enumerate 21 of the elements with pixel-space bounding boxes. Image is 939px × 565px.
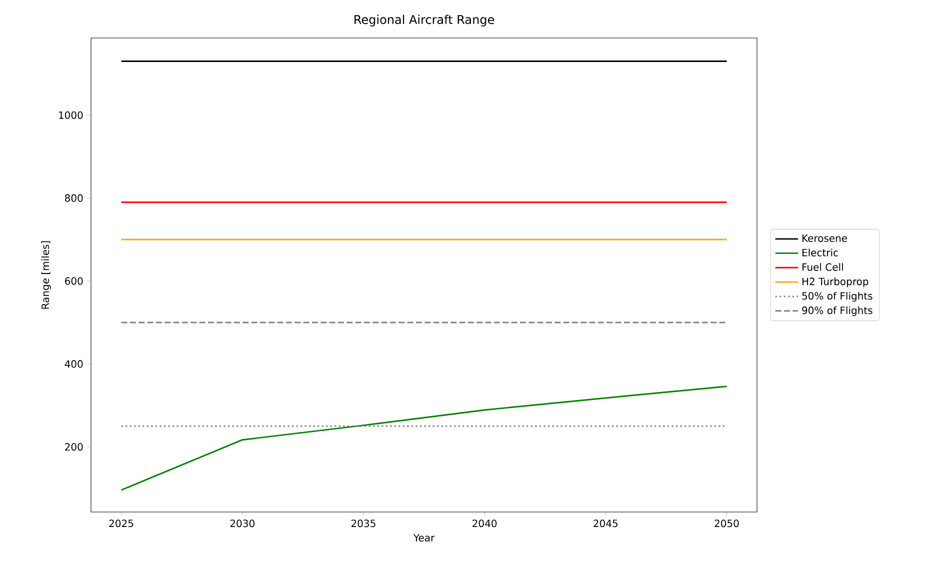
x-tick-label: 2050 [714,520,739,528]
line-series [120,386,728,491]
legend-label: Electric [802,248,838,256]
y-axis-title: Range [miles] [41,241,52,309]
y-tick-label: 600 [65,277,83,285]
legend-label: H2 Turboprop [802,278,868,288]
legend-label: 90% of Flights [802,306,872,316]
x-tick-label: 2035 [351,520,376,528]
y-tick-label: 800 [64,194,83,202]
legend-label: Kerosene [802,234,848,242]
x-tick-label: 2040 [472,520,497,528]
y-tick-label: 400 [64,360,83,368]
y-tick-label: 1000 [59,111,83,119]
x-tick-label: 2030 [230,520,254,528]
legend-label: 50% of Flights [802,292,872,302]
x-tick-label: 2025 [109,520,134,528]
x-axis-title: Year [413,534,435,542]
x-tick-label: 2045 [594,520,618,528]
chart-title: Regional Aircraft Range [354,14,494,26]
y-tick-label: 200 [65,443,83,451]
legend-label: Fuel Cell [802,263,843,271]
